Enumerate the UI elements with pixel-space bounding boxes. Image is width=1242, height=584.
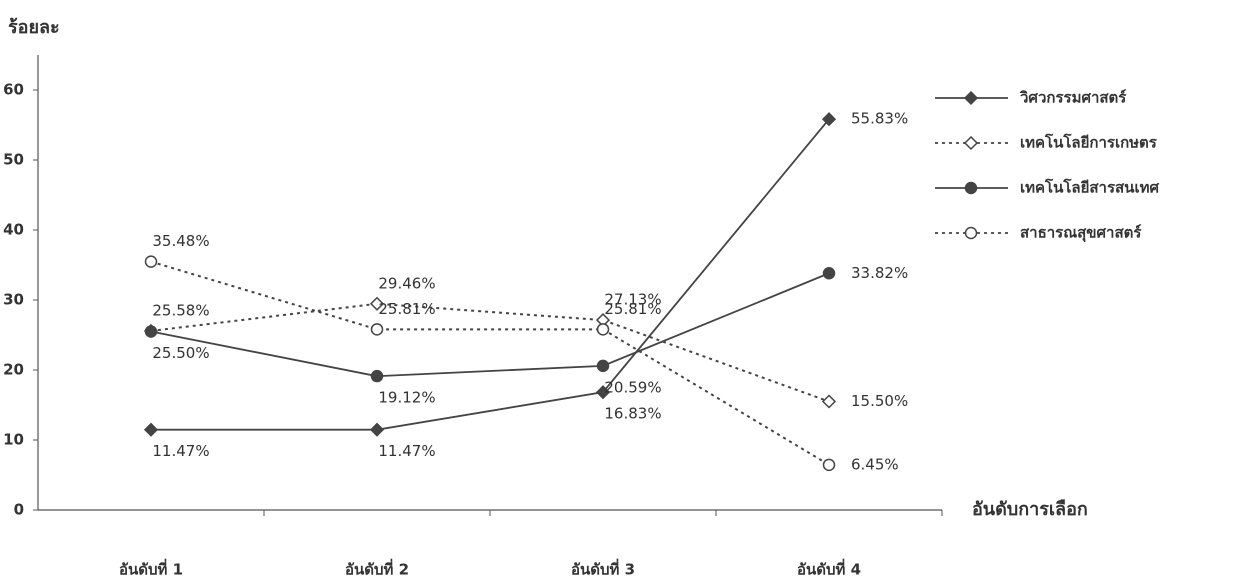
marker [146,326,157,337]
value-label: 20.59% [604,378,661,396]
value-label: 29.46% [378,274,435,292]
series-line [151,262,829,465]
marker [824,459,835,470]
legend-marker [965,92,977,104]
x-tick-label: อันดับที่ 1 [119,559,183,579]
x-tick-label: อันดับที่ 3 [571,559,635,579]
value-label: 16.83% [604,405,661,423]
marker [598,324,609,335]
marker [598,360,609,371]
marker [372,324,383,335]
legend-label: เทคโนโลยีสารสนเทศ [1020,178,1159,197]
y-tick-label: 0 [14,501,24,519]
legend-label: สาธารณสุขศาสตร์ [1020,224,1142,243]
legend-label: เทคโนโลยีการเกษตร [1020,133,1158,152]
value-label: 35.48% [152,232,209,250]
value-label: 19.12% [378,389,435,407]
y-axis-label: ร้อยละ [8,17,60,38]
value-label: 6.45% [851,455,899,473]
series-line [151,273,829,376]
marker [146,256,157,267]
marker [824,268,835,279]
marker [372,371,383,382]
y-tick-label: 40 [3,221,24,239]
series-line [151,119,829,430]
value-label: 55.83% [851,110,908,128]
x-tick-label: อันดับที่ 2 [345,559,409,579]
value-label: 25.50% [152,344,209,362]
value-label: 11.47% [378,442,435,460]
chart: ร้อยละ อันดับการเลือก 0 10 20 30 40 50 60 อันดั… [0,0,1242,584]
value-label: 15.50% [851,392,908,410]
marker [145,424,157,436]
x-tick-label: อันดับที่ 4 [797,559,861,579]
legend-marker [966,183,977,194]
legend-label: วิศวกรรมศาสตร์ [1019,89,1127,107]
legend-marker [965,137,977,149]
marker [823,396,835,408]
value-label: 11.47% [152,442,209,460]
marker [371,424,383,436]
y-tick-label: 20 [3,361,24,379]
y-tick-label: 10 [3,431,24,449]
value-label: 25.81% [604,300,661,318]
y-tick-label: 30 [3,291,24,309]
series-line [151,304,829,402]
value-label: 33.82% [851,264,908,282]
value-label: 25.81% [378,300,435,318]
value-label: 25.58% [152,301,209,319]
x-axis-label: อันดับการเลือก [972,499,1088,520]
y-tick-label: 50 [3,151,24,169]
legend-marker [966,228,977,239]
y-tick-label: 60 [3,81,24,99]
